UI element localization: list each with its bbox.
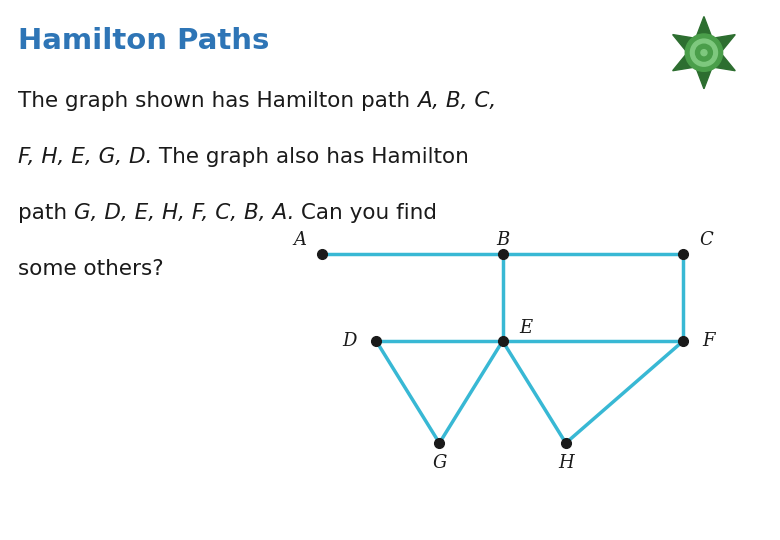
- Text: H: H: [558, 455, 573, 472]
- Text: G, D, E, H, F, C, B, A.: G, D, E, H, F, C, B, A.: [74, 203, 295, 223]
- Circle shape: [696, 44, 712, 61]
- Text: A: A: [294, 232, 307, 249]
- Text: F: F: [702, 332, 714, 350]
- Text: F, H, E, G, D.: F, H, E, G, D.: [18, 147, 152, 167]
- Text: D: D: [342, 332, 356, 350]
- Text: PEARSON: PEARSON: [643, 507, 760, 527]
- Circle shape: [701, 50, 707, 56]
- Text: Copyright 2017, 2013, 2009, Pearson, Education, Inc.: Copyright 2017, 2013, 2009, Pearson, Edu…: [232, 510, 548, 524]
- Text: Can you find: Can you find: [295, 203, 438, 223]
- Text: Hamilton Paths: Hamilton Paths: [18, 27, 269, 55]
- Text: G: G: [432, 455, 447, 472]
- Text: The graph also has Hamilton: The graph also has Hamilton: [152, 147, 470, 167]
- Text: The graph shown has Hamilton path: The graph shown has Hamilton path: [18, 91, 417, 111]
- Text: 13.3-5: 13.3-5: [20, 508, 79, 526]
- Text: B: B: [496, 232, 509, 249]
- Text: some others?: some others?: [18, 259, 164, 279]
- Text: path: path: [18, 203, 74, 223]
- Circle shape: [686, 34, 722, 71]
- Text: A, B, C,: A, B, C,: [417, 91, 496, 111]
- Text: E: E: [519, 319, 533, 337]
- Text: C: C: [700, 232, 714, 249]
- Circle shape: [690, 39, 718, 66]
- Polygon shape: [672, 17, 736, 89]
